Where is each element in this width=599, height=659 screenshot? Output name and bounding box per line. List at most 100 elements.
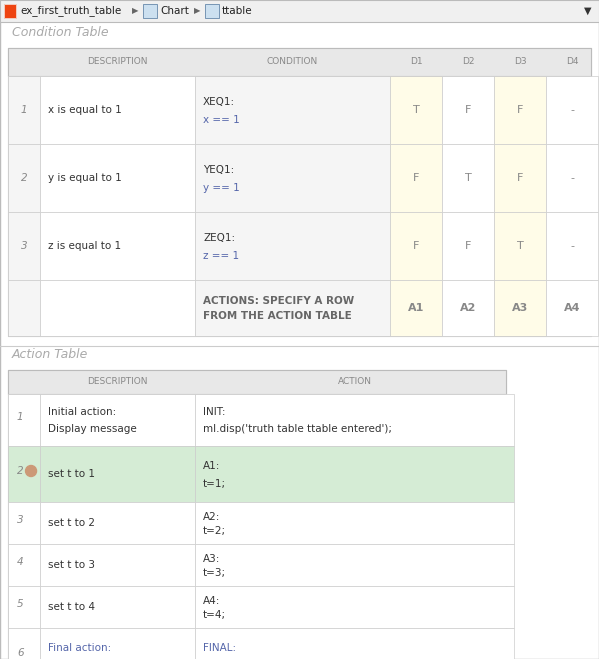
Text: INIT:: INIT:: [203, 407, 225, 417]
Bar: [40, 446, 195, 502]
Bar: [494, 280, 546, 336]
Text: Action Table: Action Table: [12, 347, 89, 360]
Text: ▶: ▶: [132, 7, 138, 16]
Text: ACTION: ACTION: [337, 378, 371, 386]
Text: set t to 2: set t to 2: [48, 518, 95, 528]
Text: x == 1: x == 1: [203, 115, 240, 125]
Text: F: F: [413, 173, 419, 183]
Text: DESCRIPTION: DESCRIPTION: [87, 378, 148, 386]
Bar: [8, 394, 40, 446]
Text: T: T: [413, 105, 419, 115]
Text: ex_first_truth_table: ex_first_truth_table: [20, 5, 121, 16]
Text: t=2;: t=2;: [203, 526, 226, 536]
Text: A2: A2: [460, 303, 476, 313]
Bar: [442, 212, 494, 280]
Text: 1: 1: [21, 105, 28, 115]
Bar: [4, 4, 16, 18]
Text: 2: 2: [17, 466, 23, 476]
Bar: [442, 76, 494, 144]
Bar: [494, 144, 546, 212]
Text: 5: 5: [17, 599, 23, 609]
Text: F: F: [465, 105, 471, 115]
Bar: [390, 76, 442, 144]
Bar: [195, 394, 514, 446]
Text: A1:: A1:: [203, 461, 220, 471]
Text: D4: D4: [565, 57, 578, 67]
Text: set t to 3: set t to 3: [48, 560, 95, 570]
Text: y == 1: y == 1: [203, 183, 240, 193]
Bar: [8, 48, 591, 76]
Bar: [8, 280, 40, 336]
Text: A3: A3: [512, 303, 528, 313]
Text: F: F: [517, 173, 523, 183]
Bar: [8, 544, 40, 586]
Bar: [8, 370, 506, 394]
Text: A1: A1: [408, 303, 424, 313]
Text: t=4;: t=4;: [203, 610, 226, 619]
Bar: [195, 212, 390, 280]
Text: D2: D2: [462, 57, 474, 67]
Bar: [40, 502, 195, 544]
Bar: [195, 76, 390, 144]
Bar: [195, 586, 514, 628]
Bar: [494, 76, 546, 144]
Text: -: -: [570, 173, 574, 183]
Text: ml.disp('truth table ttable entered');: ml.disp('truth table ttable entered');: [203, 424, 392, 434]
Bar: [8, 212, 40, 280]
Bar: [40, 394, 195, 446]
Text: ▼: ▼: [583, 6, 591, 16]
Bar: [195, 544, 514, 586]
Bar: [195, 280, 390, 336]
Text: z == 1: z == 1: [203, 251, 239, 261]
Text: Initial action:: Initial action:: [48, 407, 116, 417]
Text: set t to 1: set t to 1: [48, 469, 95, 479]
Bar: [40, 76, 195, 144]
Text: Condition Table: Condition Table: [12, 26, 108, 38]
Bar: [442, 144, 494, 212]
Text: Final action:: Final action:: [48, 643, 111, 652]
Bar: [4, 4, 16, 18]
Bar: [546, 280, 598, 336]
Text: 6: 6: [17, 648, 23, 658]
Bar: [40, 144, 195, 212]
Bar: [40, 586, 195, 628]
Text: -: -: [570, 105, 574, 115]
Bar: [390, 144, 442, 212]
Bar: [40, 212, 195, 280]
Bar: [195, 628, 514, 659]
Text: F: F: [517, 105, 523, 115]
Bar: [442, 280, 494, 336]
Bar: [390, 280, 442, 336]
Bar: [143, 4, 157, 18]
Bar: [8, 48, 591, 336]
Text: A3:: A3:: [203, 554, 220, 563]
Text: F: F: [465, 241, 471, 251]
Bar: [8, 370, 506, 659]
Text: y is equal to 1: y is equal to 1: [48, 173, 122, 183]
Bar: [8, 144, 40, 212]
Text: FINAL:: FINAL:: [203, 643, 236, 652]
Text: XEQ1:: XEQ1:: [203, 97, 235, 107]
Text: 3: 3: [21, 241, 28, 251]
Text: A4:: A4:: [203, 596, 220, 606]
Bar: [546, 76, 598, 144]
Bar: [40, 544, 195, 586]
Bar: [8, 502, 40, 544]
Text: Display message: Display message: [48, 424, 137, 434]
Bar: [546, 212, 598, 280]
Text: 1: 1: [17, 412, 23, 422]
Text: set t to 4: set t to 4: [48, 602, 95, 612]
Bar: [546, 144, 598, 212]
Bar: [8, 76, 40, 144]
Bar: [195, 446, 514, 502]
Text: DESCRIPTION: DESCRIPTION: [87, 57, 148, 67]
Text: t=1;: t=1;: [203, 479, 226, 489]
Text: 2: 2: [21, 173, 28, 183]
Bar: [494, 212, 546, 280]
Text: FROM THE ACTION TABLE: FROM THE ACTION TABLE: [203, 312, 352, 322]
Bar: [390, 212, 442, 280]
Text: A2:: A2:: [203, 511, 220, 522]
Text: z is equal to 1: z is equal to 1: [48, 241, 121, 251]
Bar: [195, 502, 514, 544]
Text: 4: 4: [17, 557, 23, 567]
